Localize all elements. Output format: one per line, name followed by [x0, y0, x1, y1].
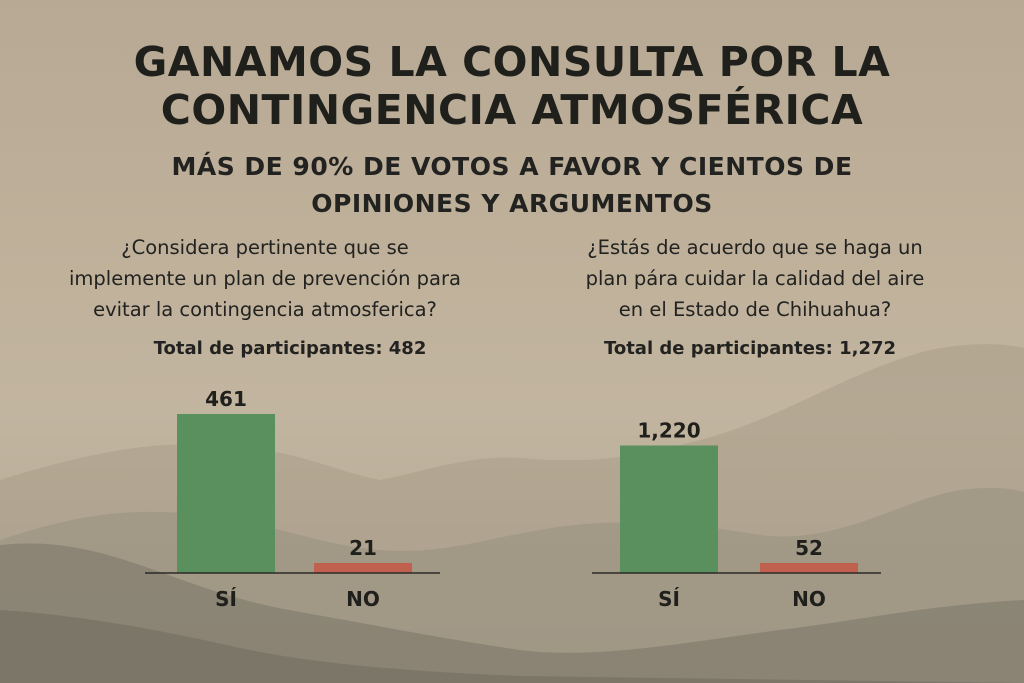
- total-participants-1: Total de participantes: 482: [153, 338, 427, 359]
- bar-1-no: [314, 563, 412, 573]
- subtitle-line-2: OPINIONES Y ARGUMENTOS: [311, 189, 713, 218]
- value-label-2-si: 1,220: [637, 418, 700, 442]
- subtitle-line-1: MÁS DE 90% DE VOTOS A FAVOR Y CIENTOS DE: [171, 152, 853, 181]
- category-label-2-no: NO: [792, 587, 826, 611]
- total-participants-2: Total de participantes: 1,272: [603, 338, 897, 359]
- bar-1-si: [177, 414, 275, 573]
- value-label-1-si: 461: [205, 387, 247, 411]
- title-line-2: CONTINGENCIA ATMOSFÉRICA: [160, 86, 864, 134]
- category-label-1-si: SÍ: [215, 587, 237, 611]
- subtitle: MÁS DE 90% DE VOTOS A FAVOR Y CIENTOS DE…: [0, 148, 1024, 222]
- question-2: ¿Estás de acuerdo que se haga un plan pá…: [585, 236, 925, 321]
- category-label-2-si: SÍ: [658, 587, 680, 611]
- bar-2-no: [760, 563, 858, 573]
- bar-2-si: [620, 445, 718, 573]
- question-1: ¿Considera pertinente que se implemente …: [69, 236, 461, 321]
- value-label-1-no: 21: [349, 536, 377, 560]
- main-title: GANAMOS LA CONSULTA POR LA CONTINGENCIA …: [0, 38, 1024, 134]
- title-line-1: GANAMOS LA CONSULTA POR LA: [133, 38, 891, 86]
- category-label-1-no: NO: [346, 587, 380, 611]
- value-label-2-no: 52: [795, 536, 823, 560]
